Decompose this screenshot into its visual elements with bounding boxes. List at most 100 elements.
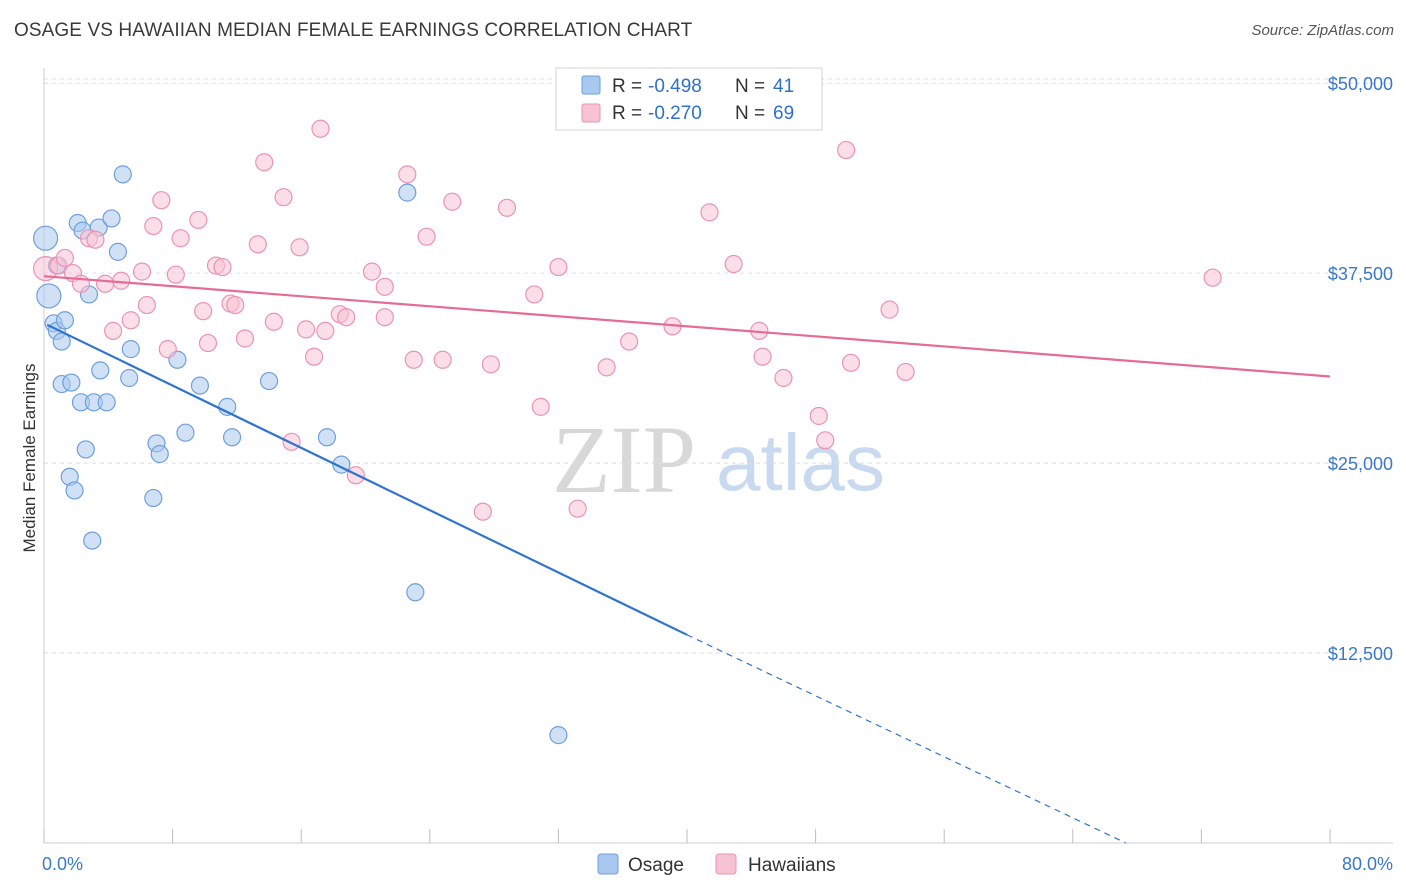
hawaiian-point-51 <box>531 397 550 416</box>
osage-point-14 <box>76 440 95 459</box>
hawaiian-point-34 <box>311 119 330 138</box>
hawaiian-point-44 <box>417 227 436 246</box>
hawaiian-point-11 <box>132 262 152 281</box>
hawaiian-point-41 <box>375 277 394 296</box>
hawaiian-point-68 <box>1203 268 1222 287</box>
legend-n-value-hawaiians: 69 <box>773 103 794 124</box>
osage-point-23 <box>113 165 132 184</box>
osage-trendline-extension <box>686 634 1127 844</box>
osage-point-31 <box>190 376 210 395</box>
osage-point-25 <box>121 340 140 359</box>
osage-point-19 <box>91 361 110 380</box>
osage-point-7 <box>55 311 74 330</box>
hawaiian-point-35 <box>316 321 335 340</box>
hawaiian-point-26 <box>248 235 267 254</box>
legend-swatch-osage <box>581 75 601 95</box>
hawaiian-point-54 <box>597 358 616 377</box>
y-tick-labels: $50,000 $37,500 $25,000 $12,500 <box>1328 74 1393 664</box>
osage-point-0 <box>33 225 59 251</box>
osage-point-28 <box>150 444 169 464</box>
y-tick-label-2: $25,000 <box>1328 454 1393 474</box>
hawaiian-point-58 <box>724 254 743 274</box>
hawaiian-point-12 <box>137 295 156 315</box>
hawaiian-point-45 <box>433 350 452 369</box>
osage-trendline <box>46 323 688 636</box>
osage-point-30 <box>176 423 195 442</box>
watermark-zip: ZIP <box>552 406 696 513</box>
hawaiian-point-15 <box>158 340 177 359</box>
source-credit: Source: ZipAtlas.com <box>1251 22 1394 39</box>
legend-r-value-osage: -0.498 <box>648 76 702 97</box>
hawaiian-point-30 <box>282 432 301 451</box>
hawaiian-point-65 <box>841 353 861 372</box>
hawaiian-point-40 <box>375 308 394 327</box>
chart-title: OSAGE VS HAWAIIAN MEDIAN FEMALE EARNINGS… <box>14 20 693 41</box>
hawaiian-point-49 <box>497 198 517 217</box>
hawaiian-point-14 <box>152 191 171 210</box>
hawaiian-point-62 <box>809 406 828 426</box>
legend-r-label-osage: R = <box>612 76 642 97</box>
legend-swatch-hawaiians <box>581 103 601 123</box>
osage-point-26 <box>144 488 163 508</box>
hawaiian-point-61 <box>774 368 793 388</box>
hawaiian-point-32 <box>296 320 316 339</box>
hawaiian-point-18 <box>189 210 208 230</box>
hawaiian-point-8 <box>104 321 123 340</box>
hawaiian-point-64 <box>837 140 856 160</box>
osage-point-1 <box>36 283 62 309</box>
osage-point-34 <box>259 371 279 391</box>
hawaiian-point-39 <box>362 262 382 281</box>
legend-n-label-hawaiians: N = <box>735 103 765 124</box>
hawaiian-point-29 <box>274 188 293 207</box>
hawaiian-point-6 <box>86 230 105 249</box>
hawaiian-point-19 <box>194 302 213 321</box>
osage-point-33 <box>222 428 242 447</box>
hawaiian-point-46 <box>443 192 462 211</box>
osage-point-35 <box>317 428 337 447</box>
x-tick-label-min: 0.0% <box>42 854 83 874</box>
hawaiian-point-10 <box>121 311 140 330</box>
watermark-atlas: atlas <box>716 418 885 507</box>
legend-r-label-hawaiians: R = <box>612 103 642 124</box>
stats-legend: R = -0.498 N = 41 R = -0.270 N = 69 <box>555 67 823 131</box>
osage-point-9 <box>62 373 81 392</box>
bottom-legend-label-osage: Osage <box>628 855 684 876</box>
hawaiian-point-53 <box>568 499 587 518</box>
y-tick-label-3: $12,500 <box>1328 644 1393 664</box>
osage-point-39 <box>549 726 568 745</box>
osage-point-38 <box>406 583 425 602</box>
hawaiian-point-57 <box>700 203 719 222</box>
hawaiian-point-55 <box>620 332 639 351</box>
legend-n-value-osage: 41 <box>773 76 794 97</box>
y-tick-label-1: $37,500 <box>1328 264 1393 284</box>
bottom-legend-swatch-osage <box>597 853 619 875</box>
osage-point-22 <box>108 242 128 261</box>
bottom-legend-swatch-hawaiians <box>715 853 737 875</box>
hawaiian-point-43 <box>404 350 423 369</box>
hawaiian-point-31 <box>290 238 309 257</box>
hawaiian-point-52 <box>549 257 568 277</box>
hawaiian-point-60 <box>753 347 772 366</box>
hawaiian-point-28 <box>264 312 283 331</box>
y-tick-label-0: $50,000 <box>1328 74 1393 94</box>
osage-point-37 <box>398 183 417 202</box>
series-legend: Osage Hawaiians <box>597 853 836 876</box>
hawaiian-point-16 <box>166 265 185 284</box>
hawaiian-point-47 <box>473 502 492 521</box>
osage-point-24 <box>120 368 139 388</box>
hawaiian-point-22 <box>213 257 232 277</box>
axes <box>43 68 1393 844</box>
hawaiian-point-2 <box>55 248 74 268</box>
hawaiian-point-13 <box>144 216 163 236</box>
hawaiian-point-37 <box>337 308 356 327</box>
x-tick-label-max: 80.0% <box>1342 854 1393 874</box>
hawaiian-point-42 <box>398 165 417 184</box>
trendlines <box>43 275 1331 844</box>
hawaiian-point-48 <box>481 355 500 374</box>
hawaiian-point-17 <box>171 229 190 248</box>
osage-point-10 <box>65 481 84 500</box>
osage-point-21 <box>102 209 121 228</box>
hawaiian-point-25 <box>235 329 255 348</box>
hawaiian-point-63 <box>816 431 835 450</box>
